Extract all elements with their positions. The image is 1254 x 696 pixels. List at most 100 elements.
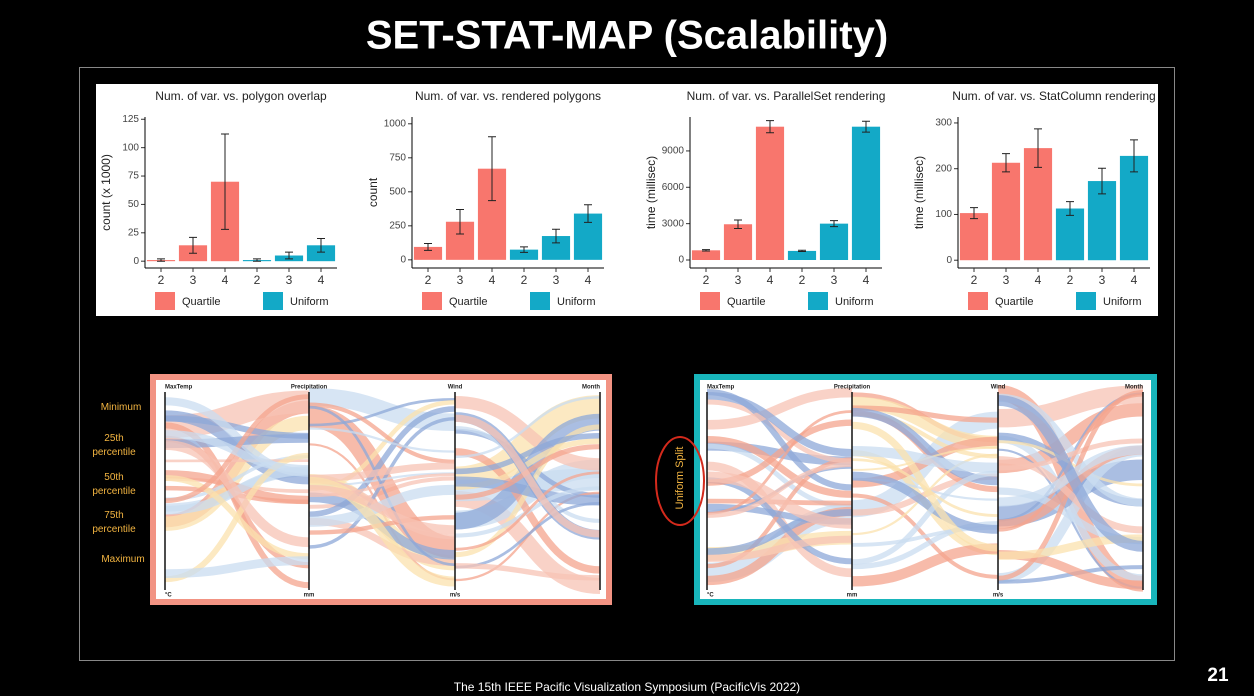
flow-band [706, 471, 853, 529]
flow-band [308, 476, 456, 587]
slide-title: SET-STAT-MAP (Scalability) [366, 14, 888, 58]
flow-band [164, 430, 310, 474]
bar [1119, 155, 1149, 261]
flows: MaxTemp °C Precipitation mm Wind m/s Month MaxT… [164, 385, 1144, 599]
y-tick-label: 6000 [662, 182, 685, 193]
flow-band [308, 397, 456, 427]
y-tick-label: 250 [389, 220, 406, 231]
error-bar [970, 207, 978, 220]
flow-band [454, 396, 601, 459]
bar [691, 250, 721, 261]
flow-band [454, 414, 601, 538]
legend-label: Quartile [727, 296, 766, 308]
y-tick-label: 75 [128, 171, 140, 182]
legend-label: Quartile [182, 296, 221, 308]
axis-name: MaxTemp [707, 385, 735, 391]
legend-swatch [263, 292, 283, 310]
axis-unit: °C [165, 593, 172, 599]
error-bar [584, 204, 592, 223]
axis-name: Precipitation [291, 385, 328, 391]
error-bar [253, 258, 261, 262]
axis-unit: mm [304, 593, 315, 599]
annotation-circle [655, 436, 705, 526]
legend-swatch [1076, 292, 1096, 310]
x-tick-label: 2 [425, 273, 432, 287]
flow-band [851, 471, 999, 534]
bar [959, 213, 989, 261]
y-axis-label: time (millisec) [644, 156, 658, 229]
error-bar [862, 120, 870, 133]
flow-band [308, 388, 456, 432]
y-tick-label: 0 [400, 254, 406, 265]
flow-band [997, 385, 1144, 428]
bar [509, 249, 539, 260]
bar [306, 245, 336, 262]
x-tick-label: 2 [799, 273, 806, 287]
error-bar [488, 136, 496, 202]
x-tick-label: 3 [831, 273, 838, 287]
x-tick-label: 3 [1003, 273, 1010, 287]
bar [755, 126, 785, 261]
x-tick-label: 4 [585, 273, 592, 287]
quantile-label: 50th percentile [92, 472, 136, 497]
x-tick-label: 4 [1035, 273, 1042, 287]
chart-title: Num. of var. vs. rendered polygons [415, 89, 601, 103]
flow-band [164, 556, 310, 579]
quantile-label: 25th percentile [92, 433, 136, 458]
flow-band [706, 410, 853, 515]
error-bar [424, 243, 432, 251]
x-tick-label: 3 [457, 273, 464, 287]
flow-band [164, 415, 310, 531]
error-bar [1002, 153, 1010, 173]
error-bar [317, 237, 325, 253]
bar [1055, 208, 1085, 261]
error-bar [734, 219, 742, 229]
flow-band [706, 399, 853, 464]
flow-band [454, 395, 601, 490]
legend-label: Uniform [557, 296, 596, 308]
x-tick-label: 3 [735, 273, 742, 287]
legend-label: Uniform [1103, 296, 1142, 308]
axis-name: Month [1125, 385, 1143, 391]
flow-band [997, 395, 1144, 552]
chart-title: Num. of var. vs. StatColumn rendering [952, 89, 1155, 103]
flow-band [454, 563, 601, 581]
bar [991, 162, 1021, 261]
y-tick-label: 9000 [662, 146, 685, 157]
flow-band [851, 446, 999, 473]
x-tick-label: 2 [703, 273, 710, 287]
flow-band [851, 458, 999, 517]
chart-title: Num. of var. vs. polygon overlap [155, 89, 327, 103]
flow-band [706, 387, 853, 430]
flow-band [851, 453, 999, 536]
y-tick-label: 500 [389, 186, 406, 197]
legend-swatch [700, 292, 720, 310]
axis-name: Precipitation [834, 385, 871, 391]
flow-band [851, 470, 999, 565]
flow-band [454, 490, 601, 595]
x-tick-label: 2 [971, 273, 978, 287]
legend-swatch [968, 292, 988, 310]
flow-band [997, 438, 1144, 471]
quantile-label: 75th percentile [92, 510, 136, 535]
flow-band [706, 392, 853, 457]
y-tick-label: 50 [128, 199, 140, 210]
x-tick-label: 4 [489, 273, 496, 287]
x-tick-label: 4 [767, 273, 774, 287]
quantile-label: Minimum [100, 402, 142, 413]
x-tick-label: 4 [863, 273, 870, 287]
y-tick-label: 0 [946, 255, 952, 266]
flow-band [454, 471, 601, 551]
flow-band [308, 484, 456, 535]
page-number: 21 [1207, 665, 1229, 686]
error-bar [221, 133, 229, 230]
error-bar [1098, 167, 1106, 195]
x-tick-label: 4 [1131, 273, 1138, 287]
bar [723, 224, 753, 261]
flow-band [706, 436, 853, 498]
legend-label: Uniform [290, 296, 329, 308]
axis-name: Month [582, 385, 600, 391]
axis-unit: °C [707, 593, 714, 599]
bar [413, 246, 443, 260]
bar [819, 223, 849, 261]
